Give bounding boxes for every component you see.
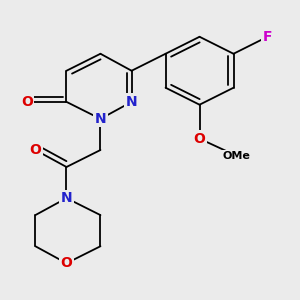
Text: N: N <box>61 191 72 205</box>
Text: O: O <box>21 95 33 109</box>
Text: OMe: OMe <box>222 151 250 161</box>
Text: O: O <box>61 256 72 270</box>
Text: O: O <box>29 143 41 157</box>
Text: N: N <box>95 112 106 126</box>
Text: N: N <box>126 95 137 109</box>
Text: F: F <box>263 30 272 44</box>
Text: O: O <box>194 132 206 146</box>
